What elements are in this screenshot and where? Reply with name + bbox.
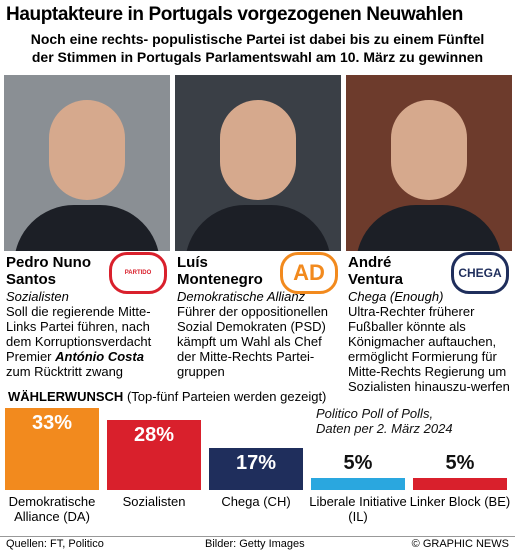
desc: Ultra-Rechter früherer Fußballer könnte …: [348, 304, 510, 394]
x-tick-label: Chega (CH): [221, 494, 291, 509]
photo: [4, 75, 170, 251]
shoulders: [356, 205, 502, 251]
description: Ultra-Rechter früherer Fußballer könnte …: [348, 304, 512, 394]
party: Chega (Enough): [348, 289, 444, 304]
person-name: Luís Montenegro: [177, 254, 263, 288]
face: [49, 100, 125, 200]
desc: Führer der oppositionellen Sozial Demokr…: [177, 304, 329, 379]
face: [220, 100, 296, 200]
name-line: Santos: [6, 271, 57, 288]
annotation-line: Daten per 2. März 2024: [316, 421, 453, 436]
name-line: Montenegro: [177, 271, 263, 288]
chart-title: WÄHLERWUNSCH: [8, 389, 124, 404]
bar: [311, 477, 405, 490]
value-label: 5%: [445, 451, 475, 474]
subtitle-line: Noch eine rechts- populistische Partei i…: [30, 31, 485, 47]
divider: [0, 536, 515, 537]
chart-heading: WÄHLERWUNSCH (Top-fünf Parteien werden g…: [8, 389, 326, 404]
x-tick-label: Liberale Initiative (IL): [309, 494, 407, 524]
value-label: 33%: [31, 412, 73, 434]
bar: [107, 420, 201, 490]
name-line: Ventura: [348, 271, 404, 288]
x-tick-label: Demokratische Alliance (DA): [8, 494, 96, 524]
subtitle: Noch eine rechts- populistische Partei i…: [0, 30, 515, 66]
x-tick-label: Linker Block (BE): [409, 494, 511, 509]
sources: Quellen: FT, Politico: [6, 538, 104, 550]
desc: Soll die regierende Mitte-Links Partei f…: [6, 304, 152, 364]
desc: zum Rücktritt zwang: [6, 364, 124, 379]
bar: [5, 408, 99, 490]
chart-subtitle: (Top-fünf Parteien werden gezeigt): [126, 389, 327, 404]
face: [391, 100, 467, 200]
title: Hauptakteure in Portugals vorgezogenen N…: [6, 4, 463, 25]
party-logo: AD: [280, 252, 338, 294]
bar: [413, 477, 507, 490]
person-name: André Ventura: [348, 254, 403, 288]
bar: [209, 447, 303, 490]
party: Demokratische Allianz: [177, 289, 306, 304]
name-line: André: [348, 254, 392, 271]
party-logo: CHEGA: [451, 252, 509, 294]
shoulders: [185, 205, 331, 251]
description: Soll die regierende Mitte-Links Partei f…: [6, 304, 170, 379]
name-line: Pedro Nuno: [6, 254, 91, 271]
value-label: 5%: [343, 451, 373, 474]
x-tick-label: Sozialisten: [122, 494, 186, 509]
name-line: Luís: [177, 254, 208, 271]
party-logo: PARTIDO SOCIALISTA: [109, 252, 167, 294]
photo: [175, 75, 341, 251]
shoulders: [14, 205, 160, 251]
annotation: Politico Poll of Polls, Daten per 2. Mär…: [316, 406, 453, 436]
party: Sozialisten: [6, 289, 69, 304]
photo: [346, 75, 512, 251]
person-name: Pedro Nuno Santos: [6, 254, 91, 288]
subtitle-line: der Stimmen in Portugals Parlamentswahl …: [31, 49, 484, 65]
description: Führer der oppositionellen Sozial Demokr…: [177, 304, 341, 379]
credit: © GRAPHIC NEWS: [411, 538, 509, 550]
annotation-line: Politico Poll of Polls,: [316, 406, 434, 421]
highlight: António Costa: [55, 349, 144, 364]
image-credit: Bilder: Getty Images: [205, 538, 305, 550]
value-label: 17%: [235, 451, 277, 474]
value-label: 28%: [133, 424, 175, 447]
